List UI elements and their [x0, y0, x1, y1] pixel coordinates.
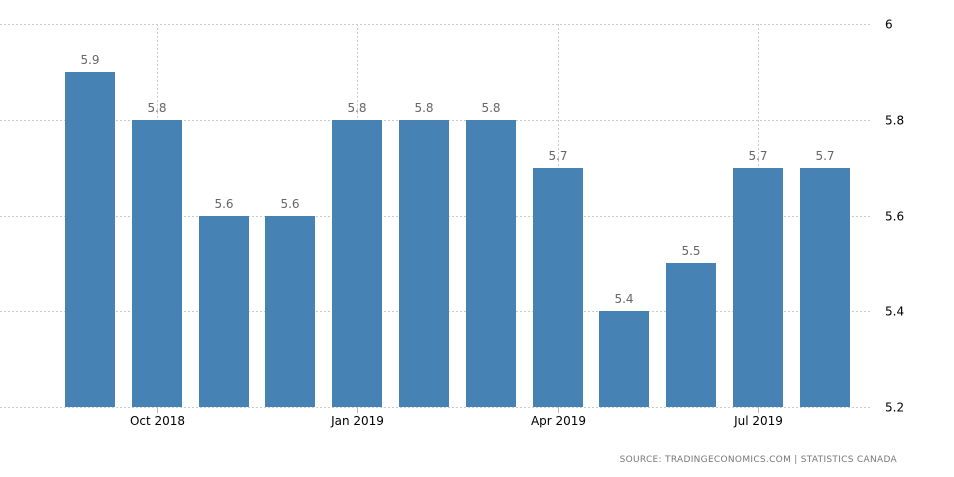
bar — [466, 120, 516, 407]
bar-value-label: 5.8 — [481, 101, 500, 115]
bar-value-label: 5.8 — [347, 101, 366, 115]
bar-value-label: 5.5 — [681, 244, 700, 258]
bar-value-label: 5.9 — [80, 53, 99, 67]
bar — [199, 216, 249, 407]
bar — [733, 168, 783, 407]
bar-value-label: 5.6 — [214, 197, 233, 211]
source-note: SOURCE: TRADINGECONOMICS.COM | STATISTIC… — [620, 455, 898, 465]
x-axis: Oct 2018 Jan 2019 Apr 2019 Jul 2019 — [130, 407, 783, 428]
bar — [332, 120, 382, 407]
x-tick-label: Jul 2019 — [733, 414, 783, 428]
x-tick-label: Oct 2018 — [130, 414, 185, 428]
bar-value-label: 5.6 — [280, 197, 299, 211]
value-labels: 5.9 5.8 5.6 5.6 5.8 5.8 5.8 5.7 5.4 5.5 5.7 5.7 — [80, 53, 834, 306]
bar — [666, 263, 716, 407]
bar — [399, 120, 449, 407]
x-tick-label: Jan 2019 — [330, 414, 384, 428]
y-tick-label: 5.2 — [885, 401, 904, 415]
bar — [132, 120, 182, 407]
bar — [800, 168, 850, 407]
y-tick-label: 5.8 — [885, 114, 904, 128]
bar — [265, 216, 315, 407]
bar-value-label: 5.4 — [614, 292, 633, 306]
y-tick-label: 5.6 — [885, 210, 904, 224]
x-tick-label: Apr 2019 — [531, 414, 586, 428]
bar-value-label: 5.8 — [414, 101, 433, 115]
y-tick-label: 6 — [885, 18, 893, 32]
bar-value-label: 5.7 — [815, 149, 834, 163]
bar — [533, 168, 583, 407]
y-tick-label: 5.4 — [885, 305, 904, 319]
y-axis: 5.2 5.4 5.6 5.8 6 — [885, 18, 904, 415]
bar-value-label: 5.8 — [147, 101, 166, 115]
bar-value-label: 5.7 — [548, 149, 567, 163]
bar — [599, 311, 649, 407]
bar — [65, 72, 115, 407]
bar-value-label: 5.7 — [748, 149, 767, 163]
bars — [65, 72, 850, 407]
